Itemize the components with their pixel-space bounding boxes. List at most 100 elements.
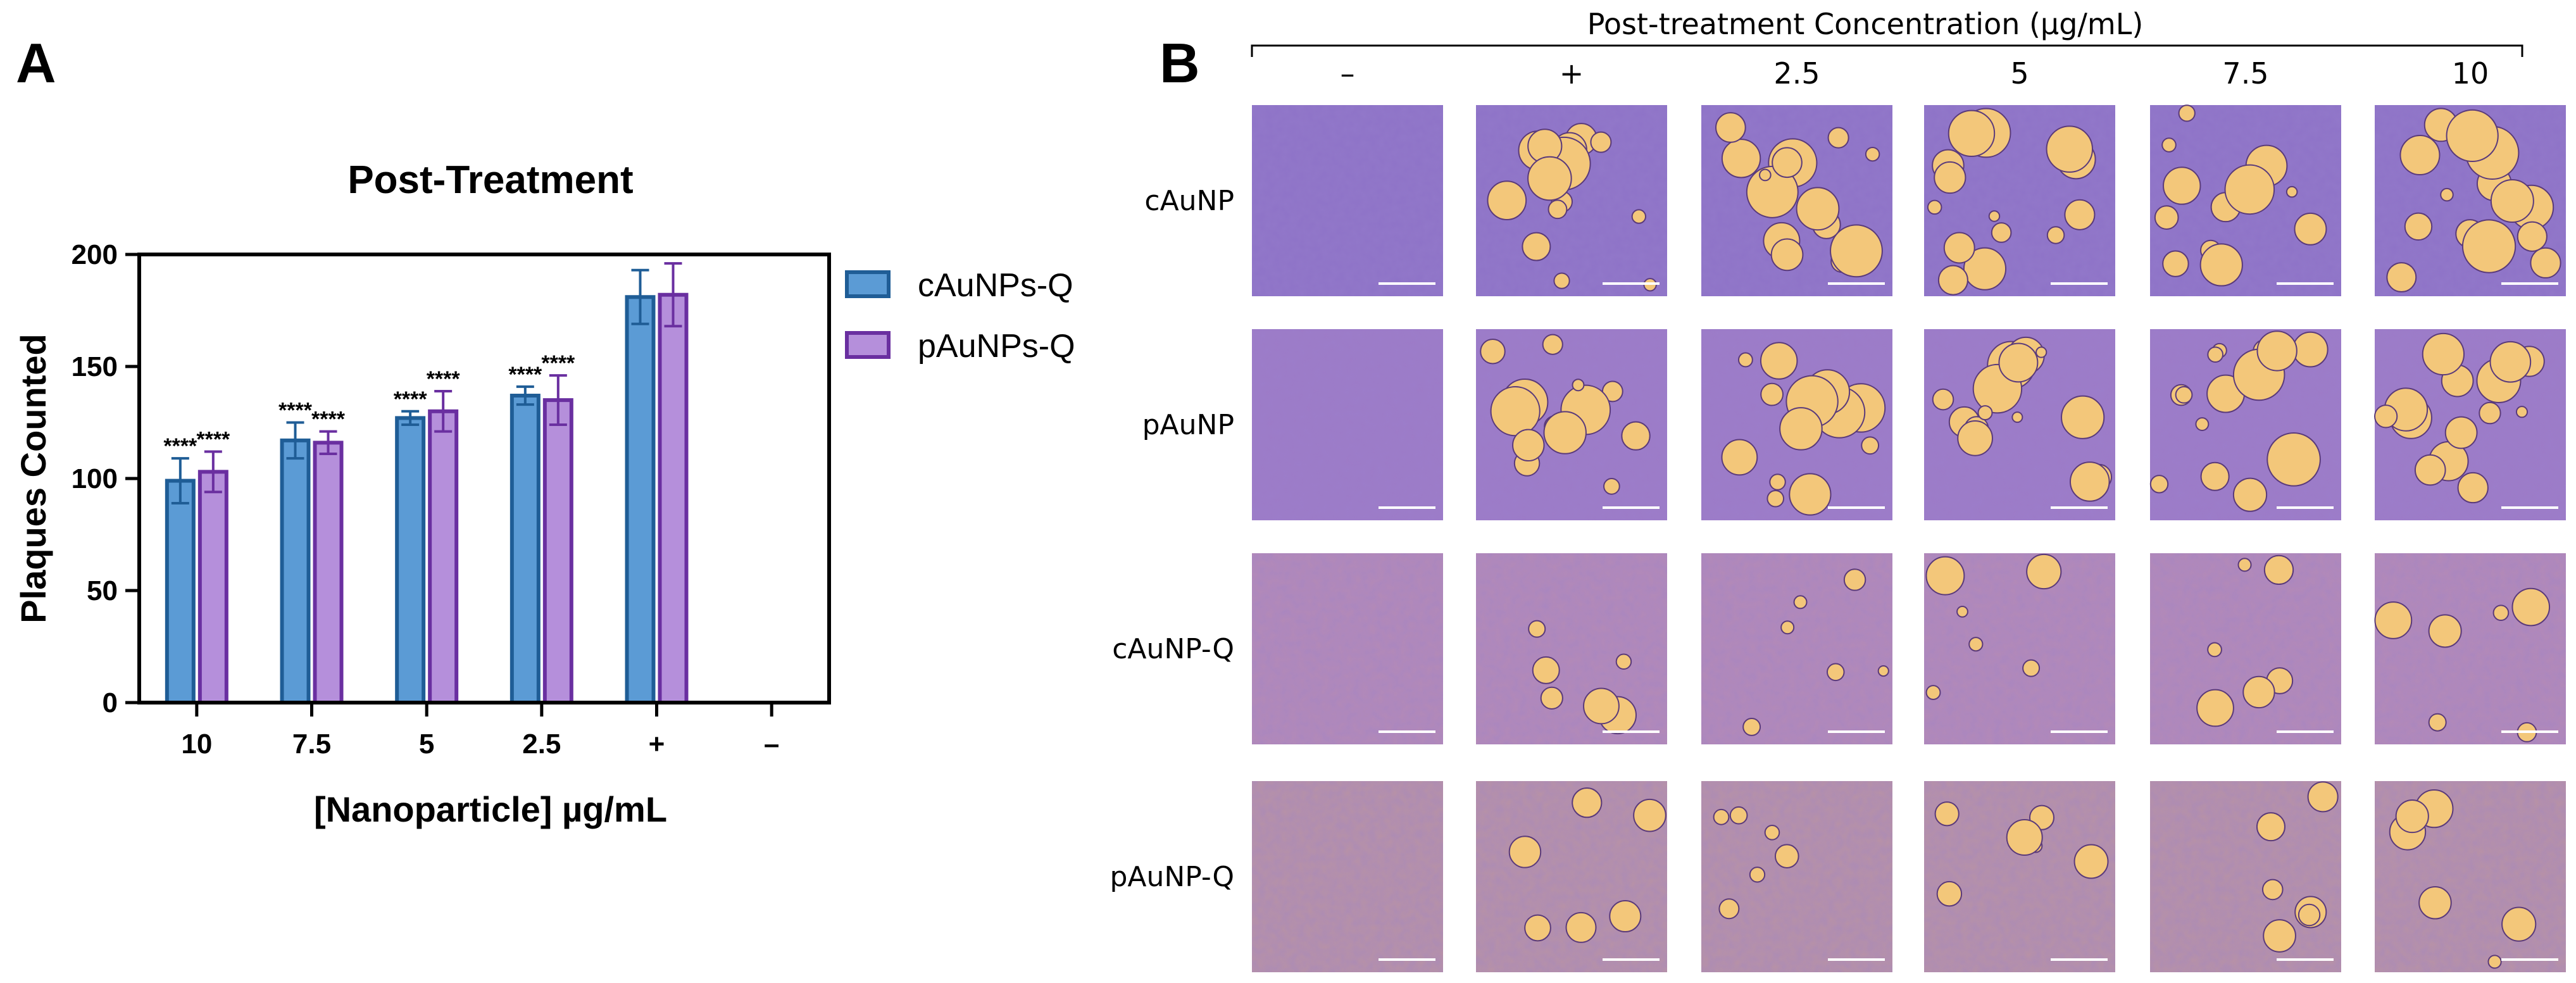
x-axis-title: [Nanoparticle] µg/mL xyxy=(314,789,667,829)
plaque-spot xyxy=(2263,919,2296,953)
plaque-spot xyxy=(1565,911,1597,943)
bar xyxy=(658,292,689,705)
plaque-spot xyxy=(1927,199,1942,215)
x-tick-label: 7.5 xyxy=(292,729,331,760)
plaque-spot xyxy=(1957,420,1993,456)
column-headers: – +2.5 5 7.5 10 xyxy=(1341,56,2489,91)
plaque-spot xyxy=(1749,867,1766,883)
plaque-spot xyxy=(2161,137,2177,153)
bar xyxy=(280,438,311,704)
plaque-spot xyxy=(1633,798,1666,832)
plaque-spot xyxy=(1508,836,1542,868)
plaque-spot xyxy=(1490,386,1541,437)
bar-series: ******** ************************ xyxy=(163,262,689,705)
plaque-image-grid: Post-treatment Concentration (µg/mL) – +2… xyxy=(1110,7,2566,972)
column-header: 10 xyxy=(2452,56,2489,91)
y-tick-label: 0 xyxy=(103,687,118,718)
plaque-spot xyxy=(2195,417,2210,431)
significance-label: **** xyxy=(311,408,346,432)
panel-b-letter: B xyxy=(1160,32,1200,94)
tile-texture xyxy=(2150,553,2341,744)
plaque-spot xyxy=(2175,385,2193,404)
significance-label: **** xyxy=(394,387,428,411)
plaque-spot xyxy=(1631,209,1647,224)
tile-texture xyxy=(2150,781,2341,972)
column-header: 7.5 xyxy=(2222,56,2268,91)
plaque-spot xyxy=(1572,379,1585,392)
column-header: – xyxy=(1341,56,1355,91)
plaque-tile xyxy=(1476,553,1667,744)
plaque-tiles xyxy=(1252,104,2566,972)
bar xyxy=(197,470,228,704)
row-label: pAuNP xyxy=(1142,409,1234,441)
plaque-spot xyxy=(2073,844,2109,879)
plaque-spot xyxy=(1487,180,1527,221)
plaque-spot xyxy=(1553,272,1570,289)
plaque-spot xyxy=(2298,903,2321,927)
y-tick-label: 200 xyxy=(72,239,118,270)
plaque-spot xyxy=(1861,436,1880,455)
plaque-tile xyxy=(1476,781,1667,972)
plaque-spot xyxy=(2515,406,2529,418)
plaque-tile xyxy=(1924,329,2115,520)
plaque-spot xyxy=(1998,342,2039,383)
bar xyxy=(542,398,573,704)
y-axis-title: Plaques Counted xyxy=(13,334,53,623)
plaque-spot xyxy=(2207,346,2223,363)
significance-label: **** xyxy=(196,428,230,452)
header-bracket xyxy=(1251,44,2523,57)
y-tick-label: 50 xyxy=(87,575,118,606)
plaque-tile xyxy=(1252,553,1443,744)
tile-texture xyxy=(1252,781,1443,972)
plaque-spot xyxy=(1925,685,1941,700)
plaque-spot xyxy=(1925,556,1965,596)
plaque-tile xyxy=(1476,105,1667,296)
plaque-spot xyxy=(1937,265,1968,296)
plaque-spot xyxy=(2307,781,2339,813)
row-label: pAuNP-Q xyxy=(1110,861,1234,893)
bar xyxy=(428,409,459,704)
plaque-tile xyxy=(1701,105,1892,296)
plaque-spot xyxy=(2149,475,2169,494)
plaque-tile xyxy=(1252,329,1443,520)
plaque-spot xyxy=(1991,222,2012,243)
plaque-tile xyxy=(1252,105,1443,296)
plaque-spot xyxy=(1524,914,1551,942)
plaque-spot xyxy=(2440,187,2454,202)
plaque-spot xyxy=(1609,900,1642,933)
plaque-spot xyxy=(2492,604,2510,622)
plaque-spot xyxy=(1615,653,1632,670)
plaque-tile xyxy=(2375,105,2566,296)
plaque-spot xyxy=(2530,247,2561,279)
legend-swatch xyxy=(845,331,891,359)
plaque-spot xyxy=(1512,429,1545,462)
plaque-spot xyxy=(2237,558,2252,572)
significance-label: **** xyxy=(541,351,575,375)
plaque-spot xyxy=(2011,411,2023,423)
plaque-spot xyxy=(2261,879,2284,901)
plaque-spot xyxy=(1793,595,1808,610)
plaque-spot xyxy=(2267,432,2321,487)
plaque-tile xyxy=(2149,329,2341,520)
plaque-spot xyxy=(1764,825,1780,841)
plaque-spot xyxy=(1877,665,1889,677)
x-tick-label: 2.5 xyxy=(522,729,561,760)
legend-swatch xyxy=(845,270,891,298)
plaque-spot xyxy=(2386,262,2417,293)
bar xyxy=(313,441,344,704)
bar xyxy=(510,394,541,705)
plaque-spot xyxy=(2256,812,2285,842)
plaque-spot xyxy=(1948,110,1996,158)
plaque-spot xyxy=(1956,605,1968,618)
legend-label: cAuNPs-Q xyxy=(918,267,1073,304)
plaque-spot xyxy=(1943,232,1975,264)
plaque-spot xyxy=(2444,416,2478,449)
plaque-tile xyxy=(2150,781,2341,972)
plaque-tile xyxy=(1701,781,1892,972)
x-tick-label: – xyxy=(764,729,779,760)
plaque-spot xyxy=(1769,473,1786,491)
plot-frame xyxy=(137,253,831,704)
plaque-spot xyxy=(2207,642,2222,658)
tile-texture xyxy=(2375,553,2566,744)
